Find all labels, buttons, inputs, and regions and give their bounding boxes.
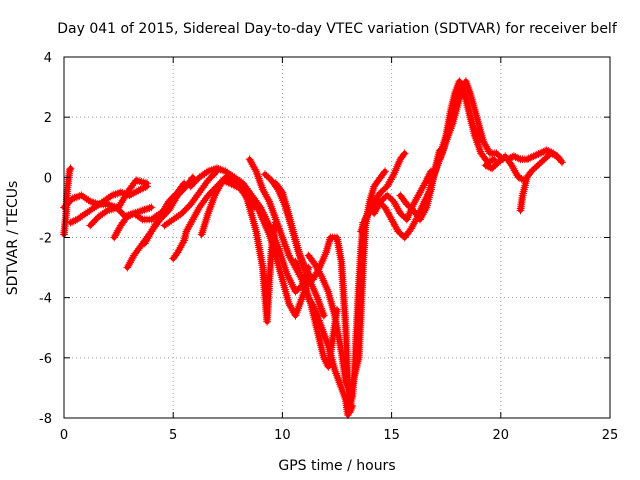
x-tick-label: 20 [493, 428, 510, 443]
y-tick-label: -4 [39, 292, 52, 307]
y-axis-label: SDTVAR / TECUs [5, 181, 21, 296]
y-tick-label: -6 [39, 352, 52, 367]
series-markers [66, 182, 151, 227]
series-s13 [239, 182, 280, 326]
series-s7 [140, 173, 197, 248]
x-tick-label: 10 [274, 428, 291, 443]
series-markers [516, 149, 566, 215]
y-tick-label: -8 [39, 412, 52, 427]
x-tick-label: 0 [60, 428, 68, 443]
y-tick-labels: -8 -6 -4 -2 0 2 4 [39, 51, 52, 427]
series-markers [239, 182, 280, 326]
series-markers [370, 167, 435, 224]
y-tick-label: 4 [44, 51, 52, 66]
y-tick-label: -2 [39, 232, 52, 247]
x-tick-label: 5 [169, 428, 177, 443]
x-axis-label: GPS time / hours [278, 458, 395, 474]
y-tick-label: 2 [44, 111, 52, 126]
series-s25 [435, 77, 507, 164]
series-markers [160, 167, 221, 230]
series-s21 [370, 167, 435, 224]
series-markers [86, 176, 151, 230]
series-s18 [304, 167, 389, 398]
series-s4 [86, 176, 151, 230]
series-s3 [66, 182, 151, 227]
series-markers [304, 167, 389, 398]
series-markers [140, 173, 197, 248]
y-tick-label: 0 [44, 171, 52, 186]
chart-title: Day 041 of 2015, Sidereal Day-to-day VTE… [57, 21, 618, 37]
series-s28 [516, 149, 566, 215]
series-markers [435, 77, 507, 164]
series-s8 [160, 167, 221, 230]
series-s9 [169, 173, 230, 263]
x-tick-label: 25 [602, 428, 619, 443]
x-tick-label: 15 [383, 428, 400, 443]
axis-ticks [63, 56, 611, 419]
data-series [60, 77, 566, 419]
x-tick-labels: 0 5 10 15 20 25 [60, 428, 618, 443]
